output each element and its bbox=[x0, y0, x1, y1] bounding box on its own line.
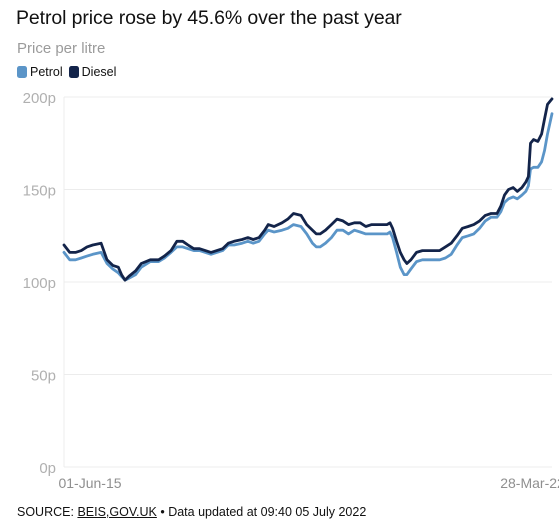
x-tick-label: 01-Jun-15 bbox=[58, 475, 121, 491]
legend-label-diesel: Diesel bbox=[81, 65, 117, 79]
y-tick-label: 150p bbox=[23, 183, 56, 200]
line-chart: 0p 50p 100p 150p 200p 01-Jun-15 28-Mar-22 bbox=[23, 90, 559, 491]
source-footer: SOURCE: BEIS,GOV.UK • Data updated at 09… bbox=[17, 505, 366, 519]
source-prefix: SOURCE: bbox=[17, 505, 78, 519]
legend: Petrol Diesel bbox=[17, 65, 116, 79]
y-tick-label: 200p bbox=[23, 90, 56, 107]
data-updated-text: • Data updated at 09:40 05 July 2022 bbox=[156, 505, 367, 519]
legend-item-petrol: Petrol bbox=[17, 65, 63, 79]
series-line-diesel bbox=[62, 97, 554, 282]
chart-subtitle: Price per litre bbox=[17, 40, 106, 57]
x-tick-label: 28-Mar-22 bbox=[500, 475, 559, 491]
series-line-petrol bbox=[62, 112, 554, 282]
legend-item-diesel: Diesel bbox=[68, 65, 117, 79]
chart-title: Petrol price rose by 45.6% over the past… bbox=[16, 7, 402, 29]
y-tick-label: 50p bbox=[31, 368, 56, 385]
source-link[interactable]: BEIS,GOV.UK bbox=[77, 505, 157, 519]
legend-label-petrol: Petrol bbox=[30, 65, 63, 79]
y-tick-label: 100p bbox=[23, 275, 56, 292]
legend-swatch-diesel bbox=[68, 66, 79, 78]
y-tick-label: 0p bbox=[39, 460, 56, 477]
legend-swatch-petrol bbox=[17, 66, 27, 78]
